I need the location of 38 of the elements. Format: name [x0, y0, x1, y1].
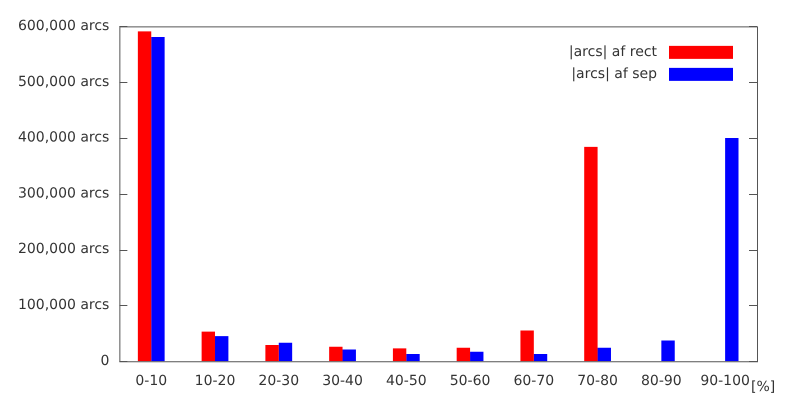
- y-tick-label: 200,000 arcs: [18, 241, 110, 258]
- bar: [584, 146, 598, 362]
- x-tick-label: 40-50: [386, 373, 427, 390]
- bar: [456, 348, 470, 362]
- y-tick-label: 100,000 arcs: [18, 297, 110, 314]
- bar: [520, 330, 534, 362]
- bar: [215, 336, 228, 362]
- x-tick-label: 0-10: [135, 373, 168, 390]
- bar: [406, 354, 420, 362]
- y-tick-label: 300,000 arcs: [18, 185, 110, 202]
- x-tick-label: 60-70: [513, 373, 554, 390]
- bar: [329, 346, 343, 362]
- bar: [151, 37, 165, 362]
- y-tick-label: 400,000 arcs: [18, 130, 110, 146]
- bar: [725, 138, 739, 362]
- y-tick-label: 0: [100, 352, 110, 369]
- x-axis-title: [%]: [751, 378, 776, 395]
- bar: [598, 348, 611, 362]
- y-tick-label: 500,000 arcs: [18, 74, 110, 90]
- x-tick-label: 70-80: [577, 373, 618, 390]
- bar: [342, 349, 356, 362]
- bar: [392, 348, 406, 362]
- x-tick-label: 30-40: [322, 373, 363, 390]
- bar: [534, 354, 548, 362]
- bar: [265, 345, 279, 362]
- bar: [661, 340, 675, 362]
- legend-label: |arcs| af sep: [571, 66, 658, 82]
- x-tick-label: 20-30: [258, 373, 300, 390]
- y-tick-label: 600,000 arcs: [18, 18, 110, 34]
- x-tick-label: 50-60: [450, 373, 490, 390]
- bar: [138, 31, 152, 362]
- x-tick-label: 90-100: [700, 373, 750, 390]
- x-tick-label: 80-90: [641, 373, 682, 390]
- bar: [470, 352, 484, 362]
- x-tick-label: 10-20: [194, 373, 236, 390]
- legend-label: |arcs| af rect: [568, 44, 658, 60]
- bar: [202, 332, 216, 362]
- bar: [278, 342, 292, 362]
